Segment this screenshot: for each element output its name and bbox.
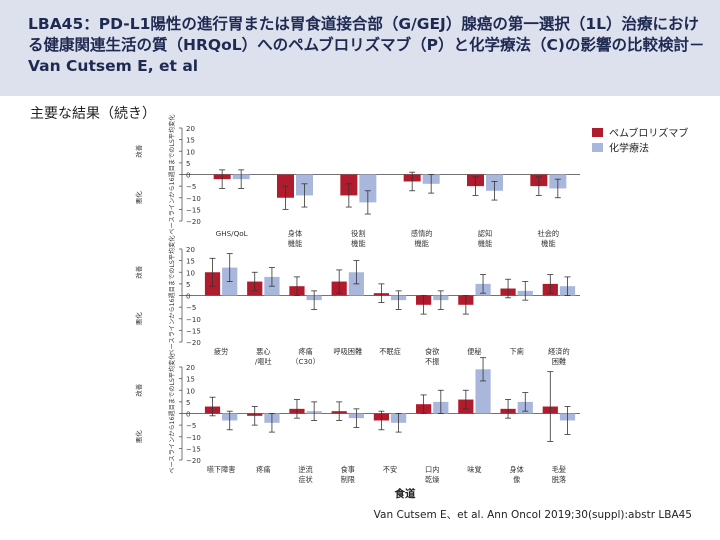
y-tick-label: −10 bbox=[186, 195, 201, 203]
category-label: 嚥下障害 bbox=[207, 465, 236, 474]
y-axis-label: ベースラインから16週目までのLS平均変化 bbox=[168, 114, 176, 234]
y-tick-label: −5 bbox=[186, 304, 196, 312]
y-tick-label: 15 bbox=[186, 137, 195, 145]
y-tick-label: −5 bbox=[186, 183, 196, 191]
y-tick-label: 20 bbox=[186, 125, 195, 133]
y-tick-label: 10 bbox=[186, 387, 195, 395]
category-label: 疼痛（C30） bbox=[291, 347, 320, 366]
section-title: 主要な結果（続き） bbox=[30, 106, 156, 122]
y-tick-label: −15 bbox=[186, 327, 201, 335]
y-tick-label: −20 bbox=[186, 339, 201, 347]
category-label: 不眠症 bbox=[379, 347, 401, 356]
y-tick-label: −20 bbox=[186, 218, 201, 226]
worsen-label: 悪化 bbox=[134, 312, 143, 326]
y-tick-label: 5 bbox=[186, 160, 190, 168]
y-tick-label: −10 bbox=[186, 434, 201, 442]
category-label: 便秘 bbox=[467, 347, 481, 356]
y-tick-label: 10 bbox=[186, 148, 195, 156]
category-label: 逆流症状 bbox=[298, 465, 312, 484]
y-tick-label: −5 bbox=[186, 422, 196, 430]
category-label: 疼痛 bbox=[256, 465, 270, 474]
category-label: 疲労 bbox=[214, 347, 228, 356]
y-tick-label: 5 bbox=[186, 399, 190, 407]
improve-label: 改善 bbox=[134, 383, 143, 397]
bar-chemotherapy bbox=[475, 369, 491, 414]
category-label: 呼吸困難 bbox=[333, 347, 362, 356]
y-tick-label: −15 bbox=[186, 206, 201, 214]
page-title: LBA45：PD-L1陽性の進行胃または胃食道接合部（G/GEJ）腺癌の第一選択… bbox=[28, 15, 705, 75]
header-banner bbox=[0, 0, 720, 96]
category-label: 身体像 bbox=[509, 465, 523, 484]
y-tick-label: 0 bbox=[186, 293, 190, 301]
legend-swatch bbox=[592, 128, 603, 137]
y-tick-label: −15 bbox=[186, 445, 201, 453]
citation: Van Cutsem E、et al. Ann Oncol 2019;30(su… bbox=[373, 509, 692, 521]
legend-label: 化学療法 bbox=[609, 142, 649, 155]
improve-label: 改善 bbox=[134, 265, 143, 279]
legend-label: ペムブロリズマブ bbox=[609, 127, 688, 140]
category-label: 食欲不振 bbox=[425, 347, 439, 366]
y-tick-label: 5 bbox=[186, 281, 190, 289]
y-tick-label: 0 bbox=[186, 172, 190, 180]
x-axis-label: 食道 bbox=[394, 487, 416, 500]
category-label: 感情的機能 bbox=[411, 229, 433, 248]
category-label: 下痢 bbox=[509, 347, 523, 356]
category-label: 役割機能 bbox=[351, 229, 365, 248]
y-tick-label: 20 bbox=[186, 246, 195, 254]
category-label: 身体機能 bbox=[288, 229, 302, 248]
category-label: 社会的機能 bbox=[538, 229, 560, 248]
y-axis-label: ベースラインから16週目までのLS平均変化 bbox=[168, 353, 176, 473]
improve-label: 改善 bbox=[134, 144, 143, 158]
category-label: GHS/QoL bbox=[216, 229, 248, 238]
category-label: 悪心/嘔吐 bbox=[255, 347, 272, 366]
category-label: 味覚 bbox=[467, 465, 481, 474]
y-tick-label: −20 bbox=[186, 457, 201, 465]
y-tick-label: 20 bbox=[186, 364, 195, 372]
worsen-label: 悪化 bbox=[134, 191, 143, 205]
y-tick-label: −10 bbox=[186, 316, 201, 324]
y-tick-label: 15 bbox=[186, 376, 195, 384]
worsen-label: 悪化 bbox=[134, 430, 143, 444]
y-axis-label: ベースラインから16週目までのLS平均変化 bbox=[168, 235, 176, 355]
category-label: 認知機能 bbox=[478, 229, 492, 248]
category-label: 食事制限 bbox=[341, 465, 355, 484]
category-label: 毛髪脱落 bbox=[552, 465, 566, 484]
category-label: 経済的困難 bbox=[548, 347, 570, 366]
legend-swatch bbox=[592, 143, 603, 152]
y-tick-label: 15 bbox=[186, 258, 195, 266]
bar-chemotherapy bbox=[359, 174, 377, 203]
category-label: 不安 bbox=[383, 465, 397, 474]
y-tick-label: 0 bbox=[186, 411, 190, 419]
y-tick-label: 10 bbox=[186, 269, 195, 277]
category-label: 口内乾燥 bbox=[425, 465, 439, 484]
